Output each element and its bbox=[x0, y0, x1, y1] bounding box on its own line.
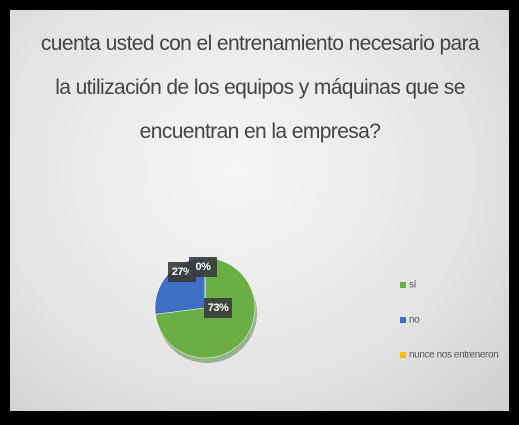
data-label-box bbox=[204, 298, 232, 318]
data-label: 73% bbox=[208, 302, 229, 314]
data-label: 0% bbox=[196, 261, 212, 273]
legend-swatch bbox=[400, 352, 406, 358]
data-label-box bbox=[189, 257, 217, 277]
legend-label: sí bbox=[409, 280, 417, 291]
legend-label: no bbox=[409, 315, 420, 326]
legend-swatch bbox=[400, 282, 406, 288]
chart-title: cuenta usted con el entrenamiento necesa… bbox=[40, 32, 480, 143]
legend-label: nunce nos entreneron bbox=[409, 350, 498, 361]
legend-swatch bbox=[400, 317, 406, 323]
data-label: 27% bbox=[172, 266, 193, 278]
